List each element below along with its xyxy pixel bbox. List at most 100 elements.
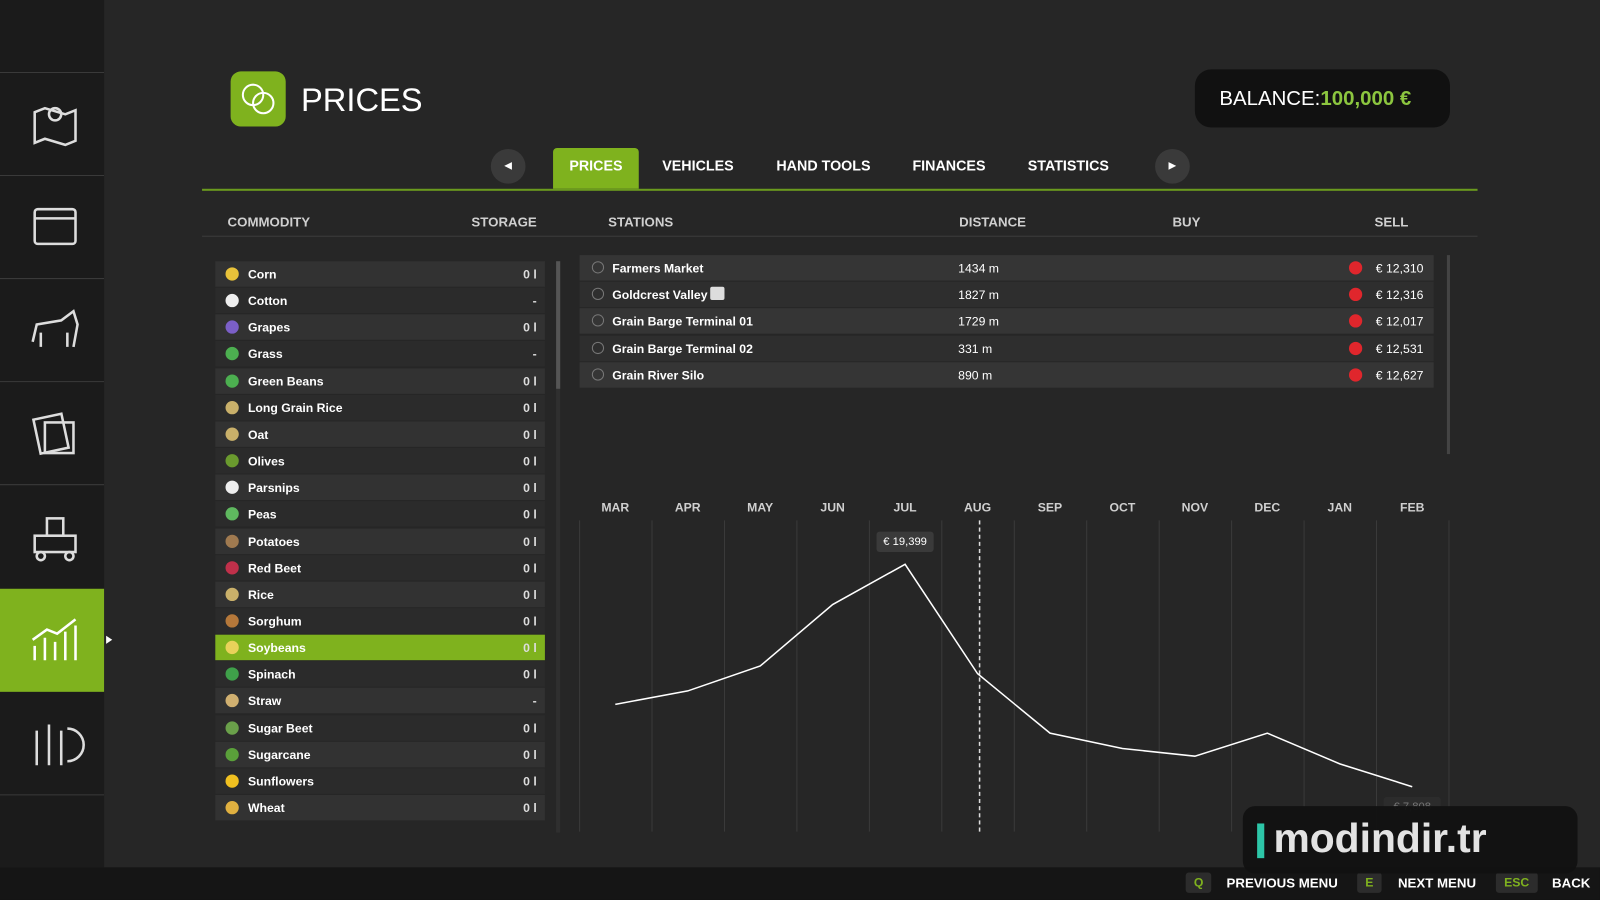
value-label-box — [876, 531, 934, 553]
footer-action[interactable]: BACK — [1552, 875, 1591, 891]
commodity-storage: 0 l — [523, 587, 537, 602]
station-name: Grain River Silo — [612, 368, 705, 383]
commodity-name: Soybeans — [247, 640, 306, 656]
commodity-storage: - — [532, 294, 537, 309]
commodity-row[interactable]: Sorghum 0 l — [215, 608, 545, 634]
commodity-name: Olives — [247, 454, 285, 469]
commodity-row[interactable]: Cotton - — [215, 287, 545, 314]
commodity-row[interactable]: Soybeans 0 l — [215, 634, 545, 661]
scroll-track — [556, 261, 561, 833]
col-distance: DISTANCE — [959, 214, 1026, 230]
commodity-row[interactable]: Parsnips 0 l — [215, 474, 545, 501]
col-storage: STORAGE — [471, 214, 537, 230]
balance-pill: BALANCE: 100,000 € — [1194, 69, 1450, 128]
page-icon — [230, 71, 286, 127]
commodity-row[interactable]: Peas 0 l — [215, 501, 545, 527]
commodity-storage: 0 l — [523, 747, 537, 762]
commodity-storage: 0 l — [523, 534, 537, 549]
active-nav[interactable] — [0, 588, 113, 692]
commodity-row[interactable]: Olives 0 l — [215, 448, 545, 474]
commodity-row[interactable]: Rice 0 l — [215, 581, 545, 607]
col-commodity: COMMODITY — [227, 214, 311, 230]
footer-action[interactable]: PREVIOUS MENU — [1226, 875, 1338, 891]
commodity-row[interactable]: Corn 0 l — [215, 261, 545, 287]
commodity-storage: 0 l — [523, 720, 537, 736]
station-icon — [591, 368, 605, 381]
station-name: Grain Barge Terminal 01 — [612, 314, 753, 329]
value-label: € 19,399 — [883, 536, 927, 548]
watermark-box: modindir.tr — [1242, 806, 1578, 874]
commodity-icon — [225, 294, 239, 308]
key-badge: Q — [1185, 872, 1212, 893]
commodity-row[interactable]: Sugarcane 0 l — [215, 741, 545, 768]
commodity-row[interactable]: Long Grain Rice 0 l — [215, 394, 545, 421]
commodity-name: Straw — [247, 694, 282, 709]
station-row[interactable]: Grain River Silo 890 m € 12,627 — [579, 362, 1434, 388]
commodity-icon — [225, 587, 239, 601]
commodity-row[interactable]: Wheat 0 l — [215, 794, 545, 821]
station-row[interactable]: Grain Barge Terminal 02 331 m € 12,531 — [579, 335, 1434, 361]
commodity-row[interactable]: Oat 0 l — [215, 421, 545, 447]
station-distance: 1729 m — [958, 314, 1000, 329]
commodity-row[interactable]: Potatoes 0 l — [215, 528, 545, 554]
commodity-icon — [225, 320, 239, 334]
commodity-storage: 0 l — [523, 400, 537, 416]
watermark: modindir.tr — [1273, 816, 1487, 862]
tab[interactable]: STATISTICS — [1027, 157, 1109, 174]
month-label: AUG — [964, 500, 991, 514]
commodity-name: Peas — [247, 507, 277, 522]
station-name: Goldcrest Valley — [612, 287, 708, 303]
commodity-row[interactable]: Sunflowers 0 l — [215, 768, 545, 794]
commodity-name: Sorghum — [247, 614, 302, 629]
month-label: MAY — [747, 500, 773, 514]
commodity-icon — [225, 427, 239, 441]
station-scroll — [1446, 255, 1450, 455]
commodity-row[interactable]: Red Beet 0 l — [215, 554, 545, 581]
commodity-storage: 0 l — [523, 560, 537, 576]
month-label: APR — [675, 500, 701, 514]
commodity-row[interactable]: Straw - — [215, 688, 545, 714]
month-label: NOV — [1182, 500, 1209, 514]
commodity-storage: 0 l — [523, 614, 537, 629]
commodity-icon — [225, 534, 239, 548]
station-row[interactable]: Farmers Market 1434 m € 12,310 — [579, 255, 1434, 281]
tab[interactable]: PRICES — [553, 147, 639, 189]
commodity-row[interactable]: Grass - — [215, 341, 545, 367]
month-label: SEP — [1038, 500, 1062, 514]
station-icon — [591, 287, 605, 301]
commodity-row[interactable]: Green Beans 0 l — [215, 367, 545, 394]
commodity-icon — [225, 694, 239, 708]
commodity-storage: 0 l — [523, 374, 537, 389]
footer-action[interactable]: NEXT MENU — [1397, 875, 1477, 891]
commodity-row[interactable]: Sugar Beet 0 l — [215, 714, 545, 741]
station-row[interactable]: Goldcrest Valley 1827 m € 12,316 — [579, 281, 1434, 308]
tab[interactable]: VEHICLES — [662, 157, 734, 174]
commodity-storage: 0 l — [523, 480, 537, 496]
sidebar — [0, 0, 113, 868]
commodity-row[interactable]: Spinach 0 l — [215, 661, 545, 687]
col-buy: BUY — [1172, 214, 1201, 230]
commodity-name: Sugar Beet — [247, 720, 313, 736]
sell-icon — [1348, 341, 1363, 355]
station-icon — [591, 341, 605, 354]
station-name: Grain Barge Terminal 02 — [612, 341, 753, 356]
tab-next[interactable]: ▶ — [1155, 148, 1190, 184]
station-distance: 1434 m — [958, 261, 1000, 276]
tab[interactable]: FINANCES — [912, 157, 986, 174]
commodity-name: Sugarcane — [247, 747, 311, 762]
tab-prev[interactable]: ◀ — [490, 148, 526, 184]
commodity-icon — [225, 267, 239, 281]
month-label: JAN — [1328, 500, 1353, 514]
commodity-name: Rice — [247, 587, 274, 602]
commodity-name: Grapes — [247, 320, 291, 335]
commodity-name: Potatoes — [247, 534, 300, 549]
sell-icon — [1348, 368, 1363, 382]
station-row[interactable]: Grain Barge Terminal 01 1729 m € 12,017 — [579, 308, 1434, 335]
commodity-name: Grass — [247, 347, 283, 362]
commodity-icon — [225, 801, 239, 815]
tab-underline — [202, 188, 1478, 191]
commodity-icon — [225, 667, 239, 681]
commodity-row[interactable]: Grapes 0 l — [215, 314, 545, 341]
commodity-icon — [225, 507, 239, 521]
tab[interactable]: HAND TOOLS — [776, 157, 871, 174]
